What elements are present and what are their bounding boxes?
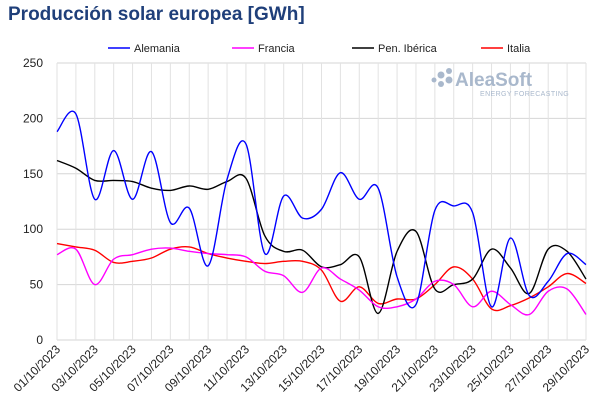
- legend: Alemania Francia Pen. Ibérica Italia: [108, 43, 531, 55]
- series-line-alemania: [56, 110, 587, 309]
- legend-label-francia: Francia: [258, 43, 296, 55]
- logo-subtext: ENERGY FORECASTING: [480, 91, 569, 98]
- grid-lines: [56, 62, 587, 341]
- logo-text: AleaSoft: [455, 70, 533, 91]
- aleasoft-logo: AleaSoft ENERGY FORECASTING: [431, 68, 569, 98]
- y-tick-label: 0: [36, 333, 43, 347]
- y-tick-label: 200: [23, 111, 43, 125]
- legend-label-pen-ib-rica: Pen. Ibérica: [378, 43, 438, 55]
- chart-title: Producción solar europea [GWh]: [8, 4, 305, 25]
- series-lines: [56, 110, 587, 316]
- x-axis: 01/10/202303/10/202305/10/202307/10/2023…: [11, 342, 593, 395]
- legend-label-alemania: Alemania: [134, 43, 181, 55]
- series-line-pen-ib-rica: [56, 159, 587, 315]
- series-line-italia: [56, 242, 587, 312]
- y-tick-label: 250: [23, 56, 43, 70]
- logo-icon: [431, 68, 453, 87]
- y-tick-label: 100: [23, 222, 43, 236]
- y-tick-label: 50: [30, 278, 44, 292]
- y-tick-label: 150: [23, 167, 43, 181]
- y-axis: 0 50 100 150 200 250: [23, 56, 43, 347]
- legend-label-italia: Italia: [507, 43, 531, 55]
